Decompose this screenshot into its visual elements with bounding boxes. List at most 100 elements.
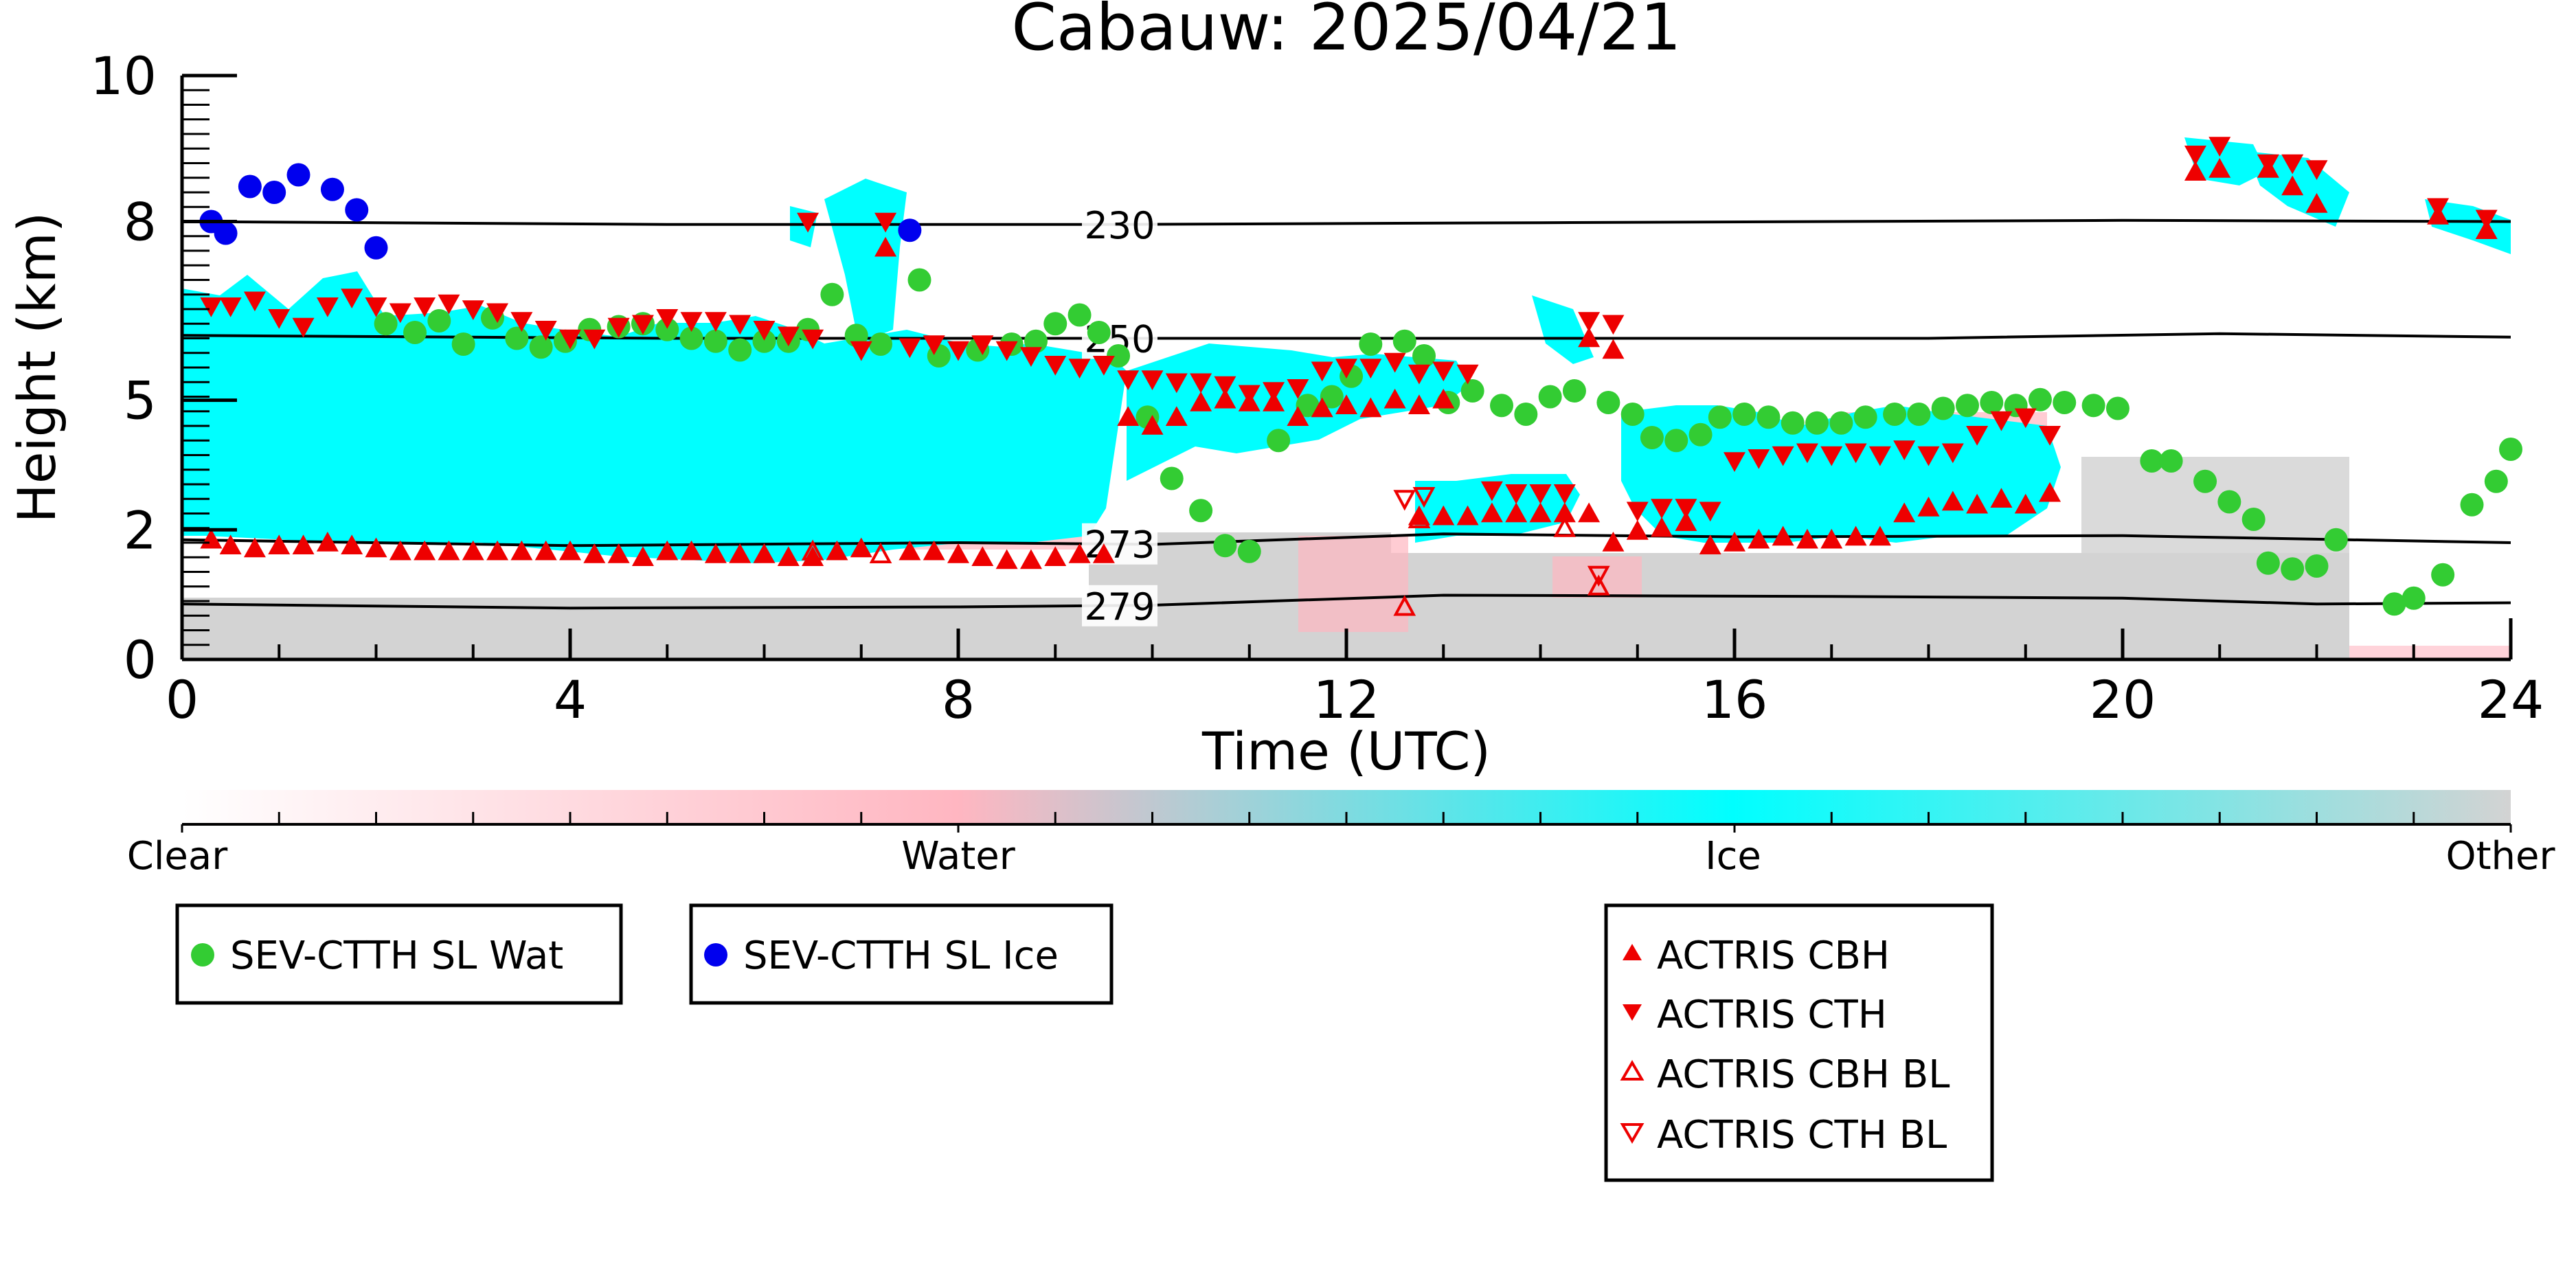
- marker-sev-ctth-sl-wat: [907, 268, 931, 292]
- ice-region: [1532, 295, 1594, 364]
- marker-sev-ctth-sl-ice: [364, 236, 388, 260]
- marker-sev-ctth-sl-wat: [1392, 329, 1416, 353]
- x-tick-label: 16: [1702, 669, 1768, 730]
- marker-actris-cbh: [1578, 502, 1601, 523]
- marker-actris-cbh: [923, 540, 945, 561]
- marker-actris-cbh: [1480, 502, 1503, 523]
- marker-actris-cbh: [802, 546, 824, 567]
- water-region: [1298, 536, 1408, 632]
- ice-region: [824, 179, 907, 343]
- marker-sev-ctth-sl-wat: [1160, 466, 1184, 490]
- marker-actris-cth: [777, 326, 800, 347]
- marker-actris-cth: [2281, 154, 2304, 174]
- colorbar-label-ice: Ice: [1705, 834, 1761, 879]
- marker-sev-ctth-sl-wat: [752, 329, 776, 353]
- marker-actris-cth: [1263, 382, 1285, 402]
- marker-actris-cth: [1117, 370, 1140, 390]
- marker-actris-cbh: [753, 543, 776, 563]
- marker-sev-ctth-sl-wat: [2105, 396, 2129, 420]
- marker-actris-cbh: [1699, 534, 1721, 555]
- marker-sev-ctth-sl-wat: [1514, 403, 1538, 426]
- marker-actris-cbh: [243, 537, 266, 558]
- marker-sev-ctth-sl-wat: [1237, 539, 1261, 563]
- colorbar-label-clear: Clear: [127, 834, 228, 879]
- marker-actris-cth: [797, 212, 820, 233]
- marker-actris-cbh-bl: [1408, 507, 1431, 528]
- marker-actris-cth: [2184, 145, 2206, 166]
- legend-marker-actris-cbh-bl: [1620, 1060, 1645, 1081]
- marker-sev-ctth-sl-wat: [1412, 344, 1436, 368]
- marker-sev-ctth-sl-wat: [529, 335, 553, 359]
- x-tick-label: 24: [2478, 669, 2544, 730]
- marker-actris-cbh: [1917, 497, 1940, 517]
- marker-actris-cbh: [1092, 543, 1115, 563]
- marker-actris-cbh: [826, 540, 848, 561]
- marker-sev-ctth-sl-wat: [2028, 387, 2052, 411]
- marker-actris-cbh: [1359, 397, 1382, 418]
- marker-actris-cth: [899, 338, 921, 359]
- marker-sev-ctth-sl-ice: [898, 218, 922, 242]
- marker-sev-ctth-sl-wat: [2241, 508, 2266, 531]
- marker-actris-cth: [1092, 355, 1115, 376]
- marker-sev-ctth-sl-wat: [1805, 411, 1829, 435]
- marker-actris-cth: [1044, 355, 1067, 376]
- marker-actris-cth: [1287, 379, 1309, 399]
- marker-sev-ctth-sl-wat: [1107, 344, 1131, 368]
- marker-actris-cbh: [1432, 505, 1455, 526]
- marker-actris-cbh: [438, 540, 460, 561]
- marker-sev-ctth-sl-wat: [1664, 429, 1688, 453]
- water-region: [1552, 556, 1642, 598]
- marker-actris-cth: [874, 212, 897, 233]
- marker-actris-cbh: [1505, 502, 1528, 523]
- legend-label-actris-cbh-bl: ACTRIS CBH BL: [1657, 1052, 1950, 1097]
- isotherm-label-bg: [1082, 585, 1157, 626]
- marker-actris-cth: [1214, 376, 1236, 396]
- marker-actris-cbh: [1117, 406, 1140, 427]
- marker-actris-cbh: [2184, 161, 2206, 181]
- marker-actris-cth: [1748, 449, 1770, 469]
- marker-actris-cth: [341, 289, 363, 308]
- marker-actris-cbh: [777, 546, 800, 567]
- marker-sev-ctth-sl-wat: [1189, 499, 1213, 523]
- marker-sev-ctth-sl-wat: [2499, 438, 2522, 461]
- classification-colorbar: Clear Water Ice Other: [127, 790, 2555, 879]
- marker-sev-ctth-sl-wat: [1213, 534, 1237, 558]
- marker-actris-cbh: [1383, 388, 1406, 409]
- marker-actris-cth: [1675, 499, 1697, 519]
- marker-actris-cbh: [1602, 339, 1625, 359]
- marker-actris-cbh: [1772, 526, 1794, 546]
- legend-label-sev-ice: SEV-CTTH SL Ice: [743, 934, 1059, 978]
- marker-sev-ctth-sl-wat: [2053, 391, 2077, 414]
- marker-actris-cth: [1941, 443, 1964, 464]
- colorbar-label-water: Water: [901, 834, 1016, 879]
- marker-actris-cbh: [899, 540, 921, 561]
- marker-sev-ctth-sl-wat: [1296, 394, 1320, 418]
- marker-sev-ctth-sl-wat: [1562, 379, 1586, 403]
- marker-actris-cbh: [1335, 394, 1357, 415]
- marker-actris-cth: [1844, 443, 1867, 464]
- marker-actris-cth: [2427, 198, 2450, 218]
- y-tick-label: 10: [90, 45, 157, 106]
- marker-actris-cth: [268, 308, 291, 329]
- marker-actris-cth: [1724, 452, 1745, 472]
- marker-actris-cbh: [971, 546, 994, 567]
- marker-actris-cth: [1553, 484, 1576, 504]
- marker-actris-cth: [923, 335, 945, 355]
- legend-marker-sev-water: [191, 943, 214, 967]
- marker-actris-cbh: [656, 540, 679, 561]
- legend-marker-sev-ice: [704, 943, 727, 967]
- marker-actris-cbh: [2039, 482, 2061, 502]
- marker-actris-cbh: [1724, 532, 1745, 552]
- marker-actris-cth: [316, 297, 339, 317]
- legend-label-actris-cth-bl: ACTRIS CTH BL: [1657, 1113, 1947, 1157]
- marker-actris-cth: [365, 297, 387, 317]
- x-axis-title: Time (UTC): [1201, 721, 1491, 782]
- marker-actris-cth: [1893, 440, 1916, 460]
- marker-actris-cth: [1238, 385, 1261, 405]
- marker-actris-cth: [1990, 411, 2013, 431]
- marker-actris-cth: [1141, 370, 1164, 390]
- chart-title: Cabauw: 2025/04/21: [1011, 0, 1681, 65]
- marker-actris-cth: [389, 303, 411, 324]
- marker-sev-ctth-sl-wat: [1490, 394, 1513, 418]
- marker-sev-ctth-sl-wat: [1883, 403, 1907, 426]
